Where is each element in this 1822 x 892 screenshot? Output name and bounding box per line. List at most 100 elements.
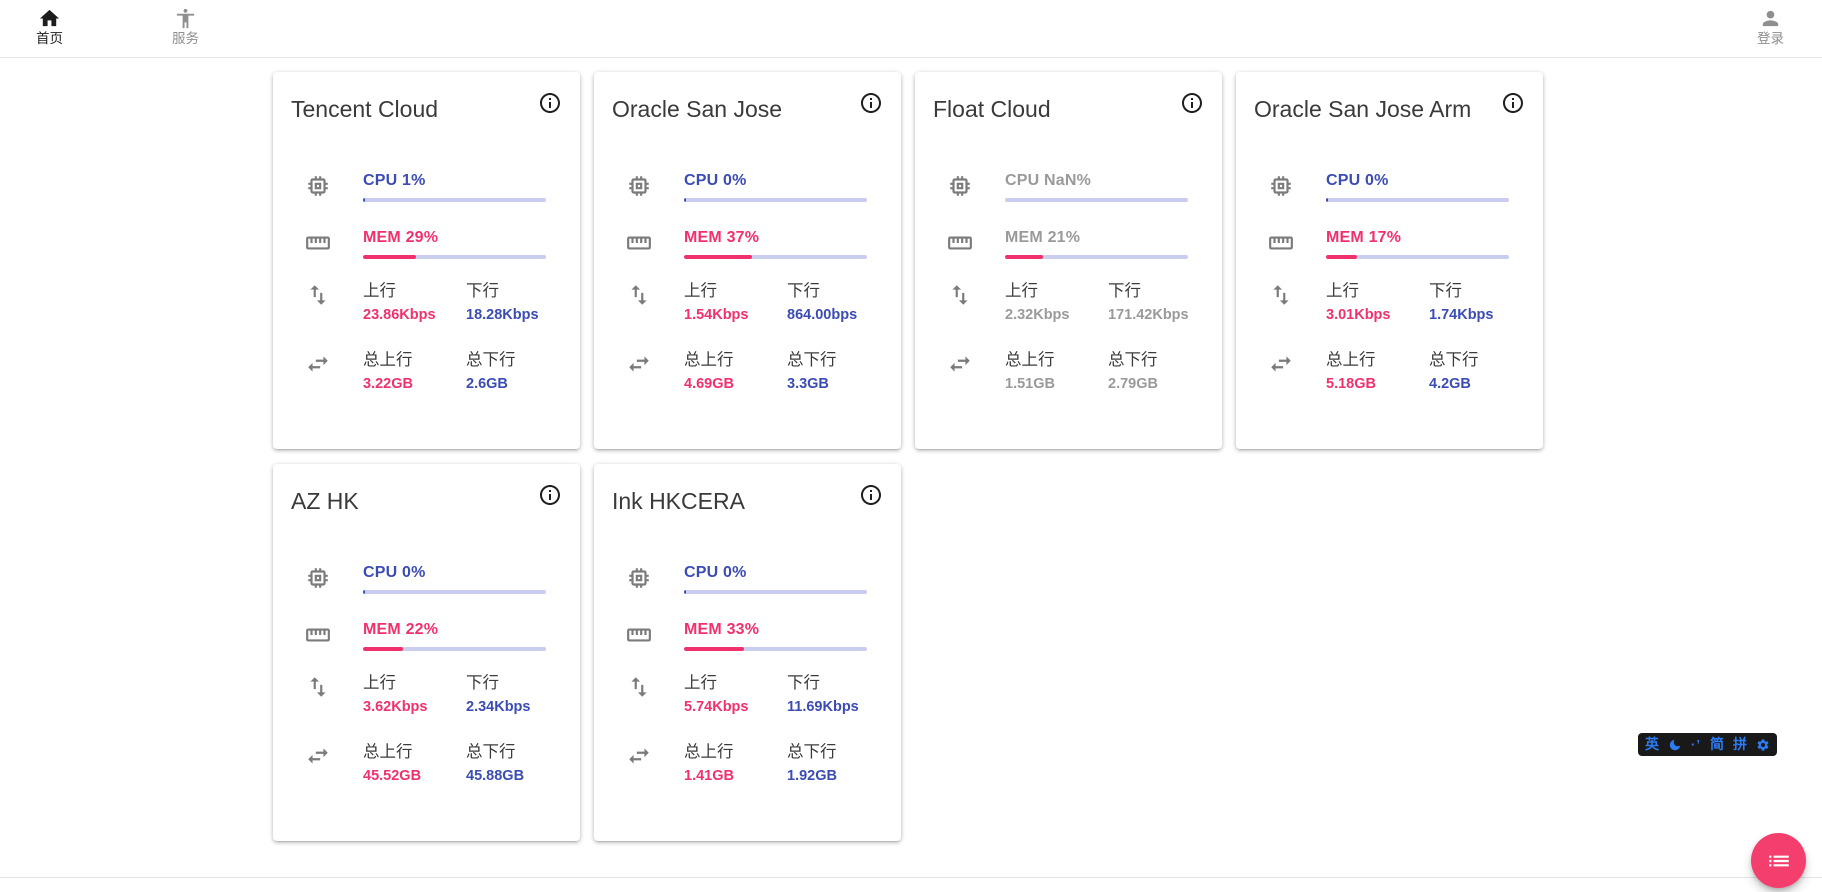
mem-progress-track bbox=[363, 255, 546, 259]
swap-horizontal-icon bbox=[273, 742, 363, 769]
upload-speed-value: 3.62Kbps bbox=[363, 699, 428, 715]
upload-speed-cell: 上行 2.32Kbps bbox=[1005, 281, 1108, 323]
net-total-row: 总上行 3.22GB 总下行 2.6GB bbox=[273, 350, 580, 392]
total-download-value: 3.3GB bbox=[787, 376, 829, 392]
cpu-chip-icon bbox=[594, 564, 684, 591]
server-card: AZ HK CPU 0% MEM 22% bbox=[273, 464, 580, 841]
person-icon bbox=[1762, 10, 1779, 27]
total-upload-label: 总上行 bbox=[684, 351, 734, 369]
mem-usage-label: MEM 17% bbox=[1326, 229, 1402, 246]
download-speed-value: 18.28Kbps bbox=[466, 307, 539, 323]
total-download-value: 4.2GB bbox=[1429, 376, 1471, 392]
mem-progress-track bbox=[684, 647, 867, 651]
mem-usage-label: MEM 33% bbox=[684, 621, 760, 638]
info-icon[interactable] bbox=[538, 91, 562, 115]
cpu-usage-label: CPU 0% bbox=[1326, 172, 1389, 189]
mem-meter: MEM 37% bbox=[684, 229, 867, 259]
net-speed-row: 上行 23.86Kbps 下行 18.28Kbps bbox=[273, 281, 580, 323]
server-name: Tencent Cloud bbox=[291, 96, 439, 122]
mem-usage-label: MEM 22% bbox=[363, 621, 439, 638]
list-icon bbox=[1768, 855, 1789, 866]
upload-label: 上行 bbox=[363, 674, 396, 692]
net-speed-row: 上行 5.74Kbps 下行 11.69Kbps bbox=[594, 673, 901, 715]
mem-progress-track bbox=[363, 647, 546, 651]
server-name: AZ HK bbox=[291, 488, 359, 514]
total-upload-label: 总上行 bbox=[684, 743, 734, 761]
cpu-usage-label: CPU 0% bbox=[684, 172, 747, 189]
server-list-fab[interactable] bbox=[1751, 833, 1806, 888]
cpu-row: CPU 0% bbox=[1236, 172, 1543, 202]
download-label: 下行 bbox=[787, 282, 820, 300]
upload-speed-cell: 上行 3.01Kbps bbox=[1326, 281, 1429, 323]
mem-meter: MEM 21% bbox=[1005, 229, 1188, 259]
total-download-cell: 总下行 2.6GB bbox=[466, 350, 580, 392]
download-speed-cell: 下行 2.34Kbps bbox=[466, 673, 580, 715]
total-download-label: 总下行 bbox=[466, 743, 516, 761]
upload-label: 上行 bbox=[1326, 282, 1359, 300]
swap-horizontal-icon bbox=[1236, 350, 1326, 377]
mem-progress-fill bbox=[684, 255, 752, 259]
info-icon[interactable] bbox=[1501, 91, 1525, 115]
info-icon[interactable] bbox=[538, 483, 562, 507]
mem-meter: MEM 29% bbox=[363, 229, 546, 259]
nav-home-label: 首页 bbox=[36, 31, 63, 46]
cpu-chip-icon bbox=[594, 172, 684, 199]
upload-speed-value: 23.86Kbps bbox=[363, 307, 436, 323]
download-speed-cell: 下行 171.42Kbps bbox=[1108, 281, 1222, 323]
updown-arrows-icon bbox=[1236, 281, 1326, 308]
net-total-row: 总上行 45.52GB 总下行 45.88GB bbox=[273, 742, 580, 784]
server-card: Tencent Cloud CPU 1% MEM 29% bbox=[273, 72, 580, 449]
ime-settings-gear-icon[interactable] bbox=[1756, 738, 1770, 752]
cpu-meter: CPU 0% bbox=[363, 564, 546, 594]
ime-punctuation-toggle[interactable]: ·’ bbox=[1691, 737, 1701, 752]
net-total-row: 总上行 4.69GB 总下行 3.3GB bbox=[594, 350, 901, 392]
download-label: 下行 bbox=[466, 674, 499, 692]
total-upload-label: 总上行 bbox=[1005, 351, 1055, 369]
server-card: Ink HKCERA CPU 0% MEM 33% bbox=[594, 464, 901, 841]
total-upload-value: 3.22GB bbox=[363, 376, 413, 392]
total-download-label: 总下行 bbox=[787, 743, 837, 761]
nav-item-home[interactable]: 首页 bbox=[36, 7, 63, 47]
total-upload-label: 总上行 bbox=[1326, 351, 1376, 369]
net-speed-row: 上行 3.01Kbps 下行 1.74Kbps bbox=[1236, 281, 1543, 323]
ime-language-toggle[interactable]: 英 bbox=[1645, 736, 1659, 752]
server-metrics: CPU 0% MEM 22% 上行 3.62Kbps bbox=[273, 564, 580, 784]
total-download-value: 2.79GB bbox=[1108, 376, 1158, 392]
updown-arrows-icon bbox=[915, 281, 1005, 308]
cpu-progress-fill bbox=[363, 590, 366, 594]
download-label: 下行 bbox=[1108, 282, 1141, 300]
total-download-label: 总下行 bbox=[787, 351, 837, 369]
mem-progress-fill bbox=[1326, 255, 1358, 259]
memory-ruler-icon bbox=[915, 229, 1005, 256]
net-speed-row: 上行 2.32Kbps 下行 171.42Kbps bbox=[915, 281, 1222, 323]
download-label: 下行 bbox=[787, 674, 820, 692]
info-icon[interactable] bbox=[1180, 91, 1204, 115]
ime-toolbar: 英 ·’ 简 拼 bbox=[1638, 733, 1777, 756]
total-download-label: 总下行 bbox=[466, 351, 516, 369]
total-upload-value: 4.69GB bbox=[684, 376, 734, 392]
server-name: Ink HKCERA bbox=[612, 488, 745, 514]
info-icon[interactable] bbox=[859, 91, 883, 115]
ime-halfwidth-moon-icon[interactable] bbox=[1668, 738, 1682, 752]
mem-meter: MEM 17% bbox=[1326, 229, 1509, 259]
ime-pinyin-toggle[interactable]: 拼 bbox=[1732, 736, 1747, 752]
mem-progress-fill bbox=[684, 647, 745, 651]
ime-simplified-toggle[interactable]: 简 bbox=[1709, 736, 1724, 752]
updown-arrows-icon bbox=[594, 281, 684, 308]
total-upload-value: 45.52GB bbox=[363, 768, 422, 784]
updown-arrows-icon bbox=[273, 281, 363, 308]
total-download-label: 总下行 bbox=[1429, 351, 1479, 369]
home-icon bbox=[39, 9, 60, 27]
total-upload-cell: 总上行 45.52GB bbox=[363, 742, 466, 784]
upload-label: 上行 bbox=[684, 674, 717, 692]
info-icon[interactable] bbox=[859, 483, 883, 507]
cpu-row: CPU 1% bbox=[273, 172, 580, 202]
server-metrics: CPU NaN% MEM 21% 上行 2.32Kb bbox=[915, 172, 1222, 392]
nav-item-login[interactable]: 登录 bbox=[1757, 7, 1784, 47]
nav-item-services[interactable]: 服务 bbox=[172, 7, 199, 47]
total-download-cell: 总下行 4.2GB bbox=[1429, 350, 1543, 392]
cpu-progress-track bbox=[1005, 198, 1188, 202]
server-metrics: CPU 0% MEM 17% 上行 3.01Kbps bbox=[1236, 172, 1543, 392]
cpu-progress-fill bbox=[684, 198, 687, 202]
cpu-row: CPU 0% bbox=[594, 172, 901, 202]
